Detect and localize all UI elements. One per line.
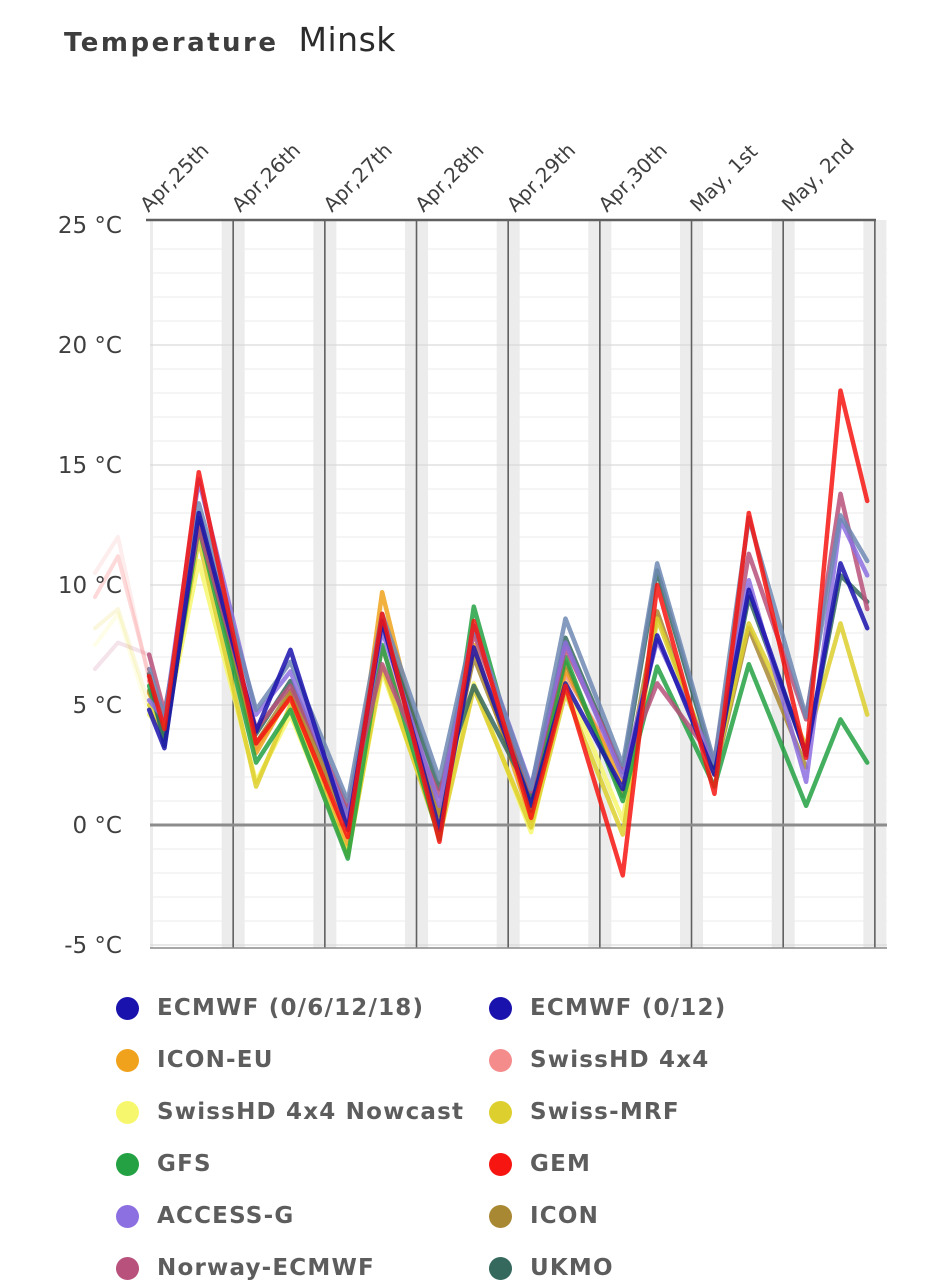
legend-dot <box>116 1256 139 1280</box>
page-title: Temperature Minsk <box>64 20 396 59</box>
legend-label: ACCESS-G <box>157 1203 295 1229</box>
night-band <box>150 220 153 948</box>
legend-item-ECMWF (0/6/12/18): ECMWF (0/6/12/18) <box>116 982 464 1034</box>
legend-label: UKMO <box>530 1255 614 1280</box>
legend-label: SwissHD 4x4 Nowcast <box>157 1099 465 1125</box>
legend-dot <box>489 1152 512 1176</box>
legend-dot <box>116 1100 139 1124</box>
series-past-SwissHD 4x4 Nowcast <box>93 611 152 717</box>
series-past-Norway-ECMWF <box>93 640 152 671</box>
legend-label: GEM <box>530 1151 592 1177</box>
legend-label: Norway-ECMWF <box>157 1255 375 1280</box>
legend-item-GFS: GFS <box>116 1138 464 1190</box>
y-tick-label: 0 °C <box>72 813 122 839</box>
date-label: Apr,27th <box>318 138 396 216</box>
legend-label: ECMWF (0/12) <box>530 995 727 1021</box>
chart-svg: 25 °C 20 °C 15 °C 10 °C 5 °C 0 °C -5 °C Apr,25t… <box>58 134 887 959</box>
date-label: Apr,28th <box>410 138 488 216</box>
legend-dot <box>116 996 139 1020</box>
legend-label: ECMWF (0/6/12/18) <box>157 995 425 1021</box>
legend-label: ICON <box>530 1203 600 1229</box>
legend-dot <box>116 1048 139 1072</box>
legend-dot <box>489 1048 512 1072</box>
legend-column-left: ECMWF (0/6/12/18) ICON-EU SwissHD 4x4 Nowc… <box>116 982 464 1280</box>
date-label: May, 1st <box>685 139 762 216</box>
y-tick-label: 15 °C <box>58 453 122 479</box>
legend-item-Swiss-MRF: Swiss-MRF <box>489 1086 726 1138</box>
chart-city: Minsk <box>298 20 396 59</box>
series-past-GEM <box>93 554 152 679</box>
date-label: Apr,30th <box>593 138 671 216</box>
series-line-GEM <box>146 388 870 878</box>
legend-label: ICON-EU <box>157 1047 274 1073</box>
date-label: Apr,26th <box>227 138 305 216</box>
legend-column-right: ECMWF (0/12) SwissHD 4x4 Swiss-MRF GEM ICON U… <box>489 982 726 1280</box>
series-past-SwissHD 4x4 <box>93 535 152 683</box>
y-tick-label: -5 °C <box>64 933 122 959</box>
date-label: Apr,25th <box>135 138 213 216</box>
legend-dot <box>489 996 512 1020</box>
y-tick-label: 25 °C <box>58 213 122 239</box>
legend-label: Swiss-MRF <box>530 1099 680 1125</box>
legend-item-ECMWF (0/12): ECMWF (0/12) <box>489 982 726 1034</box>
legend-dot <box>116 1204 139 1228</box>
y-tick-label: 10 °C <box>58 573 122 599</box>
legend-item-ACCESS-G: ACCESS-G <box>116 1190 464 1242</box>
legend-item-SwissHD 4x4: SwissHD 4x4 <box>489 1034 726 1086</box>
legend-label: GFS <box>157 1151 212 1177</box>
y-tick-label: 5 °C <box>72 693 122 719</box>
legend-item-GEM: GEM <box>489 1138 726 1190</box>
legend-dot <box>116 1152 139 1176</box>
date-label: May, 2nd <box>777 134 859 216</box>
chart-title: Temperature <box>64 28 279 58</box>
legend-item-ICON-EU: ICON-EU <box>116 1034 464 1086</box>
legend-item-SwissHD 4x4 Nowcast: SwissHD 4x4 Nowcast <box>116 1086 464 1138</box>
legend-item-Norway-ECMWF: Norway-ECMWF <box>116 1242 464 1280</box>
y-tick-label: 20 °C <box>58 333 122 359</box>
legend-dot <box>489 1100 512 1124</box>
series-past-Swiss-MRF <box>93 607 152 707</box>
legend-dot <box>489 1204 512 1228</box>
legend-item-ICON: ICON <box>489 1190 726 1242</box>
series-line-Swiss-MRF <box>146 537 870 859</box>
legend-item-UKMO: UKMO <box>489 1242 726 1280</box>
temperature-chart: 25 °C 20 °C 15 °C 10 °C 5 °C 0 °C -5 °C Apr,25t… <box>58 134 887 959</box>
legend-label: SwissHD 4x4 <box>530 1047 710 1073</box>
date-label: Apr,29th <box>502 138 580 216</box>
legend-dot <box>489 1256 512 1280</box>
